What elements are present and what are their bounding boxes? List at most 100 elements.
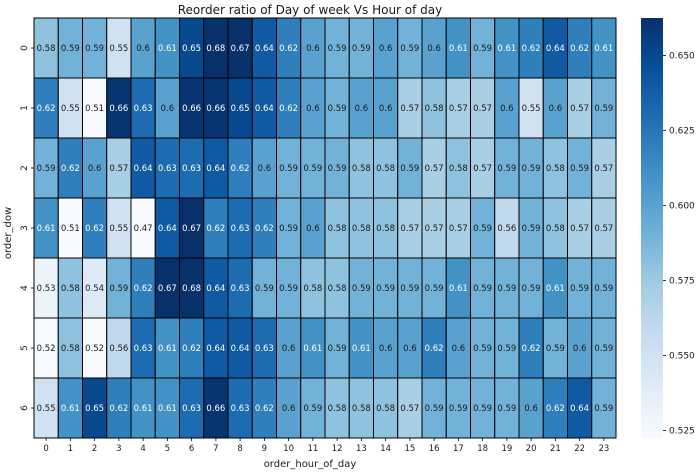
cell-value-label: 0.62 bbox=[85, 224, 104, 234]
heatmap-cell bbox=[203, 17, 229, 79]
heatmap-cell bbox=[421, 377, 447, 439]
heatmap-cell bbox=[130, 77, 156, 139]
cell-value-label: 0.6 bbox=[524, 404, 538, 414]
cell-value-label: 0.55 bbox=[61, 104, 80, 114]
heatmap-cell bbox=[130, 377, 156, 439]
x-tick-label: 18 bbox=[477, 444, 488, 454]
cell-value-label: 0.67 bbox=[182, 224, 201, 234]
cell-value-label: 0.56 bbox=[497, 224, 516, 234]
y-axis-label: order_dow bbox=[3, 207, 14, 259]
cell-value-label: 0.59 bbox=[449, 404, 468, 414]
cell-value-label: 0.59 bbox=[328, 44, 347, 54]
x-tick-label: 11 bbox=[307, 444, 318, 454]
cell-value-label: 0.64 bbox=[255, 44, 274, 54]
heatmap-cell bbox=[300, 257, 326, 319]
x-tick-label: 3 bbox=[116, 444, 121, 454]
cell-value-label: 0.58 bbox=[546, 164, 565, 174]
colorbar-tick-label: 0.575 bbox=[669, 277, 695, 287]
x-tick-label: 22 bbox=[574, 444, 585, 454]
cell-value-label: 0.59 bbox=[497, 404, 516, 414]
cell-value-label: 0.61 bbox=[546, 284, 565, 294]
cell-value-label: 0.58 bbox=[376, 404, 395, 414]
heatmap-cell bbox=[470, 257, 496, 319]
chart-title: Reorder ratio of Day of week Vs Hour of … bbox=[178, 3, 443, 17]
cell-value-label: 0.58 bbox=[61, 344, 80, 354]
cell-value-label: 0.6 bbox=[379, 344, 393, 354]
cell-value-label: 0.58 bbox=[303, 284, 322, 294]
cell-value-label: 0.64 bbox=[231, 344, 250, 354]
heatmap-cell bbox=[373, 197, 399, 259]
cell-value-label: 0.62 bbox=[279, 104, 298, 114]
cell-value-label: 0.59 bbox=[425, 284, 444, 294]
heatmap-cell bbox=[567, 257, 593, 319]
x-tick-label: 0 bbox=[43, 444, 48, 454]
heatmap-cell bbox=[445, 377, 471, 439]
heatmap-cell bbox=[324, 197, 350, 259]
heatmap-cell bbox=[57, 197, 83, 259]
cell-value-label: 0.59 bbox=[497, 344, 516, 354]
cell-value-label: 0.67 bbox=[231, 44, 250, 54]
x-tick-label: 10 bbox=[283, 444, 294, 454]
heatmap-cell bbox=[397, 137, 423, 199]
cell-value-label: 0.57 bbox=[594, 164, 613, 174]
colorbar-tick-label: 0.625 bbox=[669, 127, 695, 137]
heatmap-cell bbox=[445, 17, 471, 79]
cell-value-label: 0.6 bbox=[573, 344, 587, 354]
cell-value-label: 0.62 bbox=[109, 404, 128, 414]
colorbar-tick-label: 0.650 bbox=[669, 52, 695, 62]
cell-value-label: 0.59 bbox=[279, 284, 298, 294]
heatmap-cell bbox=[57, 137, 83, 199]
cell-value-label: 0.58 bbox=[61, 284, 80, 294]
heatmap-cell bbox=[591, 137, 617, 199]
cell-value-label: 0.55 bbox=[109, 224, 128, 234]
heatmap-cell bbox=[494, 137, 520, 199]
x-tick-label: 16 bbox=[429, 444, 440, 454]
cell-value-label: 0.6 bbox=[379, 44, 393, 54]
heatmap-cell bbox=[542, 317, 568, 379]
heatmap-cell bbox=[203, 257, 229, 319]
heatmap-cell bbox=[57, 317, 83, 379]
heatmap-cell bbox=[445, 317, 471, 379]
cell-value-label: 0.62 bbox=[255, 404, 274, 414]
x-axis-label: order_hour_of_day bbox=[264, 459, 357, 470]
x-tick-label: 14 bbox=[380, 444, 391, 454]
cell-value-label: 0.68 bbox=[182, 284, 201, 294]
heatmap-cell bbox=[397, 257, 423, 319]
cell-value-label: 0.53 bbox=[37, 284, 56, 294]
cell-value-label: 0.47 bbox=[134, 224, 153, 234]
cell-value-label: 0.61 bbox=[497, 44, 516, 54]
cell-value-label: 0.59 bbox=[303, 164, 322, 174]
y-tick-label: 0 bbox=[20, 45, 30, 51]
cell-value-label: 0.57 bbox=[400, 404, 419, 414]
heatmap-cell bbox=[324, 137, 350, 199]
cell-value-label: 0.57 bbox=[449, 104, 468, 114]
cell-value-label: 0.6 bbox=[549, 104, 563, 114]
heatmap-cell bbox=[470, 317, 496, 379]
cell-value-label: 0.51 bbox=[61, 224, 80, 234]
cell-value-label: 0.6 bbox=[161, 104, 175, 114]
cell-value-label: 0.67 bbox=[158, 284, 177, 294]
cell-value-label: 0.59 bbox=[473, 404, 492, 414]
cell-value-label: 0.59 bbox=[352, 44, 371, 54]
heatmap-cell bbox=[179, 197, 205, 259]
heatmap-cell bbox=[106, 77, 132, 139]
heatmap-cell bbox=[518, 137, 544, 199]
cell-value-label: 0.64 bbox=[134, 164, 153, 174]
cell-value-label: 0.62 bbox=[182, 344, 201, 354]
cell-value-label: 0.51 bbox=[85, 104, 104, 114]
y-tick-label: 4 bbox=[20, 285, 30, 291]
cell-value-label: 0.59 bbox=[570, 164, 589, 174]
heatmap-cell bbox=[276, 137, 302, 199]
heatmap-cell bbox=[567, 77, 593, 139]
x-tick-label: 2 bbox=[92, 444, 97, 454]
cell-value-label: 0.58 bbox=[449, 164, 468, 174]
heatmap-cell bbox=[82, 77, 108, 139]
heatmap-cell bbox=[57, 257, 83, 319]
heatmap-cell bbox=[106, 377, 132, 439]
colorbar-tick-label: 0.550 bbox=[669, 352, 695, 362]
cell-value-label: 0.66 bbox=[182, 104, 201, 114]
heatmap-cell bbox=[300, 197, 326, 259]
heatmap-cell bbox=[154, 317, 180, 379]
heatmap-cell bbox=[591, 377, 617, 439]
cell-value-label: 0.59 bbox=[255, 284, 274, 294]
